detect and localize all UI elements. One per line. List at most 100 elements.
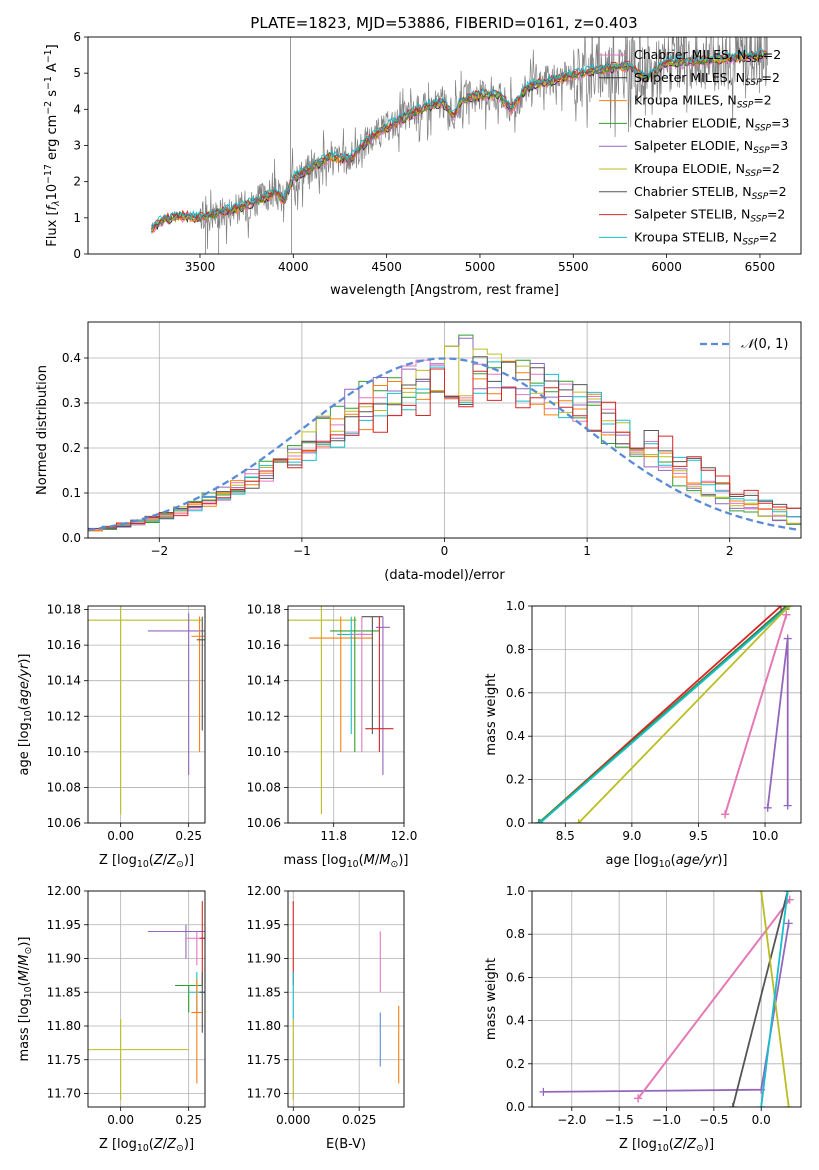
label-part: =3 — [770, 138, 788, 153]
y-tick-label: 0.4 — [62, 351, 81, 365]
label-part: 10 — [657, 1143, 669, 1154]
label-part: )] — [717, 853, 727, 868]
y-tick-label: 10.12 — [47, 709, 81, 723]
x-axis-label: age [log10(age/yr)] — [605, 853, 727, 870]
marker-salpeter_elodie — [783, 801, 792, 810]
label-part: 10 — [137, 859, 149, 870]
y-tick-label: 11.85 — [47, 985, 81, 999]
marker-chabrier_elodie — [783, 606, 792, 610]
y-axis-label: age [log10(age/yr)] — [17, 653, 34, 775]
marker-kroupa_elodie — [785, 606, 794, 610]
label-part: Z — [166, 1137, 177, 1152]
label-part: λ — [51, 200, 62, 207]
label-part: ( — [359, 853, 364, 868]
mass_vs_Z-plot-area — [88, 901, 205, 1101]
label-part: =2 — [762, 161, 780, 176]
x-axis-label: (data-model)/error — [384, 568, 505, 583]
label-part: ⊙ — [176, 859, 184, 870]
label-part: M — [17, 955, 32, 966]
marker-kroupa_elodie — [784, 1103, 793, 1107]
x-axis-label: mass [log10(M/M⊙)] — [284, 853, 409, 870]
residuals-axes: −2 −1 0 1 2 0.0 0.1 0.2 0.3 0.4 — [62, 322, 801, 558]
axes-frame — [87, 605, 206, 824]
mw_vs_Z-plot-area — [539, 891, 794, 1107]
label-part: 10 — [23, 986, 34, 998]
y-tick-label: 11.70 — [47, 1087, 81, 1101]
label-part: −1 — [43, 49, 54, 63]
x-tick-label: −2.0 — [557, 1113, 586, 1127]
x-tick-label: 4000 — [278, 260, 309, 274]
label-part: Salpeter MILES, N — [634, 70, 745, 85]
label-part: / — [17, 965, 32, 970]
axes-frame — [87, 36, 802, 255]
x-tick-label: −1 — [293, 544, 311, 558]
y-tick-label: 6 — [73, 30, 81, 44]
label-part: M — [379, 853, 390, 868]
x-tick-label: 4500 — [371, 260, 402, 274]
y-tick-label: 0.6 — [506, 686, 525, 700]
y-tick-label: 10.12 — [247, 709, 281, 723]
label-part: Chabrier MILES, N — [634, 47, 746, 62]
mass-weight-line-chabrier_miles — [724, 614, 788, 815]
marker-salpeter_elodie — [763, 803, 772, 812]
label-part: Z [log — [99, 1137, 137, 1152]
marker-kroupa_stelib — [535, 819, 544, 823]
mass-weight-line-chabrier_miles — [637, 899, 791, 1099]
label-part: mass [log — [17, 998, 32, 1061]
label-part: A — [45, 63, 60, 76]
axes-frame — [531, 890, 802, 1108]
marker-kroupa_elodie — [757, 891, 766, 895]
label-part: Kroupa STELIB, N — [634, 229, 742, 244]
y-axis-label: mass weight — [484, 958, 499, 1040]
y-tick-label: 11.95 — [47, 918, 81, 932]
x-axis-label: E(B-V) — [326, 1137, 366, 1152]
label-part: ( — [669, 1137, 674, 1152]
label-part: age/yr — [17, 662, 32, 705]
x-tick-label: 1 — [583, 544, 591, 558]
y-tick-label: 3 — [73, 139, 81, 153]
label-part: M — [17, 970, 32, 981]
label-part: −2 — [43, 101, 54, 115]
y-tick-label: 11.70 — [247, 1087, 281, 1101]
y-tick-label: 10.10 — [247, 745, 281, 759]
label-part: Chabrier STELIB, N — [634, 184, 752, 199]
spectrum-axes: 3500 4000 4500 5000 5500 6000 6500 0 1 2 3 4 5 6 — [73, 30, 775, 274]
y-tick-label: 2 — [73, 175, 81, 189]
mass_vs_Z-axes: 0.00 0.25 11.70 11.75 11.80 11.85 11.90 11.95 12… — [47, 884, 205, 1127]
marker-salpeter_elodie — [784, 919, 793, 928]
y-tick-label: 11.75 — [247, 1053, 281, 1067]
x-tick-label: 6500 — [745, 260, 776, 274]
marker-chabrier_miles — [782, 610, 791, 619]
y-tick-label: 0.0 — [62, 531, 81, 545]
x-tick-label: 0.00 — [107, 829, 134, 843]
marker-kroupa_stelib — [783, 891, 792, 895]
y-tick-label: 10.16 — [247, 638, 281, 652]
marker-kroupa_stelib — [757, 1103, 766, 1107]
x-tick-label: 0.25 — [175, 1113, 202, 1127]
label-part: age/yr — [676, 853, 719, 868]
y-tick-label: 1.0 — [506, 599, 525, 613]
label-part: M — [364, 853, 375, 868]
x-tick-label: 9.5 — [689, 829, 708, 843]
y-axis-label: Flux [fλ10−17 erg cm−2 s−1 A−1] — [43, 44, 62, 246]
label-part: =2 — [763, 47, 781, 62]
histogram-salpeter_stelib — [88, 368, 801, 533]
x-tick-label: 8.5 — [556, 829, 575, 843]
label-part: SSP — [753, 146, 770, 156]
x-tick-label: 2 — [726, 544, 734, 558]
y-tick-label: 11.80 — [247, 1019, 281, 1033]
label-part: mass [log — [284, 853, 347, 868]
y-tick-label: 10.10 — [47, 745, 81, 759]
axes-frame — [531, 605, 802, 824]
label-part: 10 — [23, 710, 34, 722]
legend-label: Salpeter MILES, NSSP=2 — [634, 70, 780, 88]
x-tick-label: 0.25 — [175, 829, 202, 843]
x-tick-label: −2 — [150, 544, 168, 558]
x-tick-label: 5000 — [465, 260, 496, 274]
legend-label: Kroupa ELODIE, NSSP=2 — [634, 161, 780, 179]
label-part: SSP — [742, 237, 759, 247]
y-tick-label: 0.1 — [62, 486, 81, 500]
label-part: / — [375, 853, 380, 868]
y-tick-label: 11.75 — [47, 1053, 81, 1067]
y-tick-label: 1.0 — [506, 884, 525, 898]
